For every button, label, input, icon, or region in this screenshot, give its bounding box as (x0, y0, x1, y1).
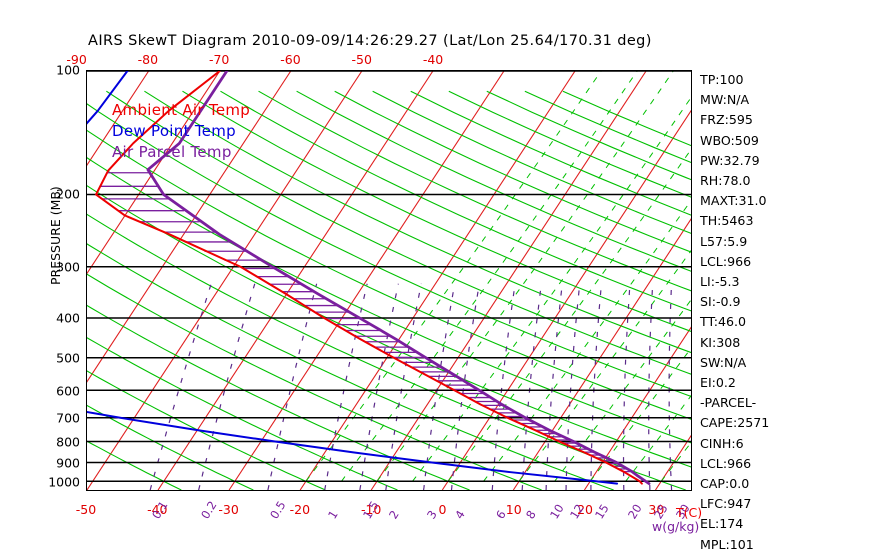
bottom-temp-tick-8: 30 (648, 502, 665, 517)
page-title: AIRS SkewT Diagram 2010-09-09/14:26:29.2… (88, 33, 652, 49)
mixing-ratio-tick-13: 20 (624, 501, 645, 522)
temp-axis-name: T(C) (676, 505, 703, 520)
mixing-ratio-tick-9: 8 (522, 507, 539, 522)
pressure-tick-800: 800 (56, 434, 80, 450)
pressure-tick-200: 200 (56, 186, 80, 202)
legend-item-2: Air Parcel Temp (112, 143, 232, 161)
stat-row-5: RH:78.0 (700, 173, 751, 189)
mixing-ratio-tick-6: 3 (423, 507, 440, 522)
bottom-temp-tick-3: -20 (289, 502, 311, 517)
mixing-ratio-tick-12: 15 (591, 501, 612, 522)
bottom-temp-tick-5: 0 (438, 502, 447, 517)
top-temp-tick-5: -70 (208, 52, 230, 67)
stat-row-9: LCL:966 (700, 253, 752, 269)
stat-row-20: CAP:0.0 (700, 476, 750, 492)
mixing-ratio-tick-1: 0.2 (197, 498, 220, 522)
stat-row-6: MAXT:31.0 (700, 193, 767, 209)
pressure-tick-900: 900 (56, 455, 80, 471)
bottom-temp-tick-7: 20 (577, 502, 593, 517)
pressure-tick-700: 700 (56, 410, 80, 426)
stat-row-16: -PARCEL- (700, 395, 757, 411)
stat-row-18: CINH:6 (700, 435, 744, 451)
stat-row-10: LI:-5.3 (700, 274, 740, 290)
mixing-ratio-tick-7: 4 (451, 507, 468, 522)
stat-row-17: CAPE:2571 (700, 415, 770, 431)
stat-row-19: LCL:966 (700, 455, 752, 471)
bottom-temp-tick-1: -40 (147, 502, 168, 517)
pressure-tick-600: 600 (56, 383, 80, 399)
stat-row-11: SI:-0.9 (700, 294, 741, 310)
mixing-ratio-tick-3: 1 (324, 507, 341, 522)
pressure-tick-100: 100 (56, 62, 80, 78)
top-temp-tick-7: -50 (351, 52, 372, 67)
stat-row-14: SW:N/A (700, 354, 747, 370)
top-temp-tick-4: -80 (137, 52, 159, 67)
stat-row-15: EI:0.2 (700, 375, 736, 391)
legend-item-1: Dew Point Temp (112, 122, 237, 140)
stat-row-3: WBO:509 (700, 132, 759, 148)
top-temp-tick-6: -60 (280, 52, 301, 67)
pressure-tick-1000: 1000 (48, 474, 80, 490)
stat-row-24: -WIND- (700, 555, 820, 560)
mixing-ratio-tick-5: 2 (385, 507, 402, 522)
stat-row-8: L57:5.9 (700, 233, 748, 249)
stat-row-12: TT:46.0 (700, 314, 747, 330)
bottom-temp-tick-6: 10 (505, 502, 522, 517)
stat-row-23: MPL:101 (700, 536, 754, 552)
bottom-temp-tick-0: -50 (75, 502, 97, 517)
stat-row-0: TP:100 (700, 72, 744, 87)
pressure-tick-500: 500 (56, 350, 80, 366)
skewt-plot-area (86, 70, 692, 491)
pressure-axis-label: PRESSURE (MB) (48, 186, 63, 285)
stat-row-7: TH:5463 (700, 213, 754, 229)
bottom-temp-tick-4: -10 (360, 502, 382, 517)
pressure-tick-400: 400 (56, 310, 80, 326)
stat-row-2: FRZ:595 (700, 112, 753, 128)
stat-row-4: PW:32.79 (700, 152, 760, 168)
bottom-temp-tick-2: -30 (218, 502, 239, 517)
legend-item-0: Ambient Air Temp (112, 101, 251, 119)
mixing-axis-name: w(g/kg) (652, 519, 700, 534)
stat-row-13: KI:308 (700, 334, 741, 350)
mixing-ratio-tick-2: 0.5 (267, 498, 290, 522)
skewt-canvas (87, 71, 691, 490)
sounding-stats-panel: TP:100 MW:N/A FRZ:595 WBO:509 PW:32.79 RH:78.… (700, 70, 820, 560)
mixing-ratio-tick-10: 10 (546, 501, 567, 522)
stat-row-22: EL:174 (700, 516, 744, 532)
stat-row-21: LFC:947 (700, 496, 752, 512)
top-temp-tick-8: -40 (422, 52, 444, 67)
stat-row-1: MW:N/A (700, 92, 750, 108)
top-temp-tick-3: -90 (66, 52, 87, 67)
pressure-tick-300: 300 (56, 259, 80, 275)
